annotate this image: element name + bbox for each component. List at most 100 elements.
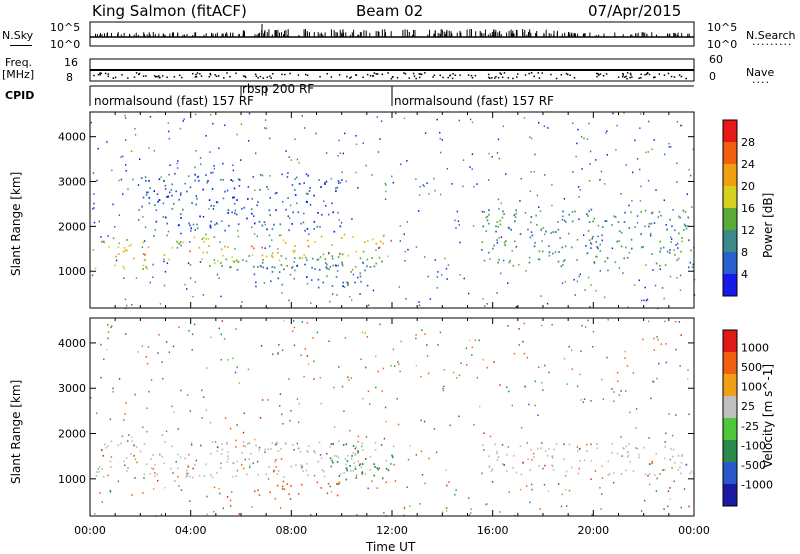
speckle-cell (378, 467, 381, 470)
speckle-cell (580, 135, 583, 138)
echo-cell (640, 233, 642, 236)
speckle-cell (185, 288, 188, 290)
speckle-cell (506, 386, 508, 389)
speckle-cell (415, 337, 417, 340)
echo-cell (660, 247, 662, 250)
freq-noise-dot (449, 74, 451, 77)
freq-noise-dot (418, 76, 421, 79)
echo-cell (382, 235, 385, 237)
speckle-cell (693, 278, 696, 281)
power-colorbar-tick: 8 (741, 246, 748, 259)
echo-cell (298, 182, 301, 185)
freq-noise-dot (284, 73, 286, 76)
speckle-cell (636, 222, 639, 224)
echo-cell (233, 461, 235, 464)
echo-cell (648, 472, 651, 475)
speckle-cell (568, 345, 570, 348)
freq-noise-dot (622, 75, 624, 78)
speckle-cell (468, 514, 471, 516)
freq-noise-dot (272, 72, 274, 75)
ytick-label: 2000 (58, 428, 86, 441)
echo-cell (210, 226, 212, 229)
speckle-cell (676, 162, 678, 165)
speckle-cell (437, 344, 439, 346)
speckle-cell (620, 390, 622, 392)
freq-noise-dot (191, 72, 194, 75)
echo-cell (306, 201, 309, 203)
xtick-label: 00:00 (678, 524, 710, 537)
freq-noise-dot (640, 73, 642, 76)
echo-cell (507, 226, 510, 229)
speckle-cell (500, 202, 502, 205)
echo-cell (277, 470, 280, 472)
echo-cell (576, 450, 579, 452)
speckle-cell (177, 160, 179, 162)
speckle-cell (560, 505, 563, 508)
echo-cell (599, 243, 602, 246)
speckle-cell (90, 121, 93, 124)
echo-cell (632, 470, 635, 472)
speckle-cell (469, 166, 471, 168)
echo-cell (538, 258, 541, 261)
echo-cell (314, 451, 316, 454)
echo-cell (233, 260, 236, 263)
freq-noise-dot (156, 75, 158, 78)
echo-cell (233, 196, 235, 199)
echo-cell (251, 212, 253, 215)
echo-cell (310, 279, 313, 282)
speckle-cell (472, 225, 475, 227)
echo-cell (154, 463, 156, 466)
freq-noise-dot (640, 77, 642, 79)
speckle-cell (115, 259, 118, 262)
echo-cell (485, 216, 488, 219)
speckle-cell (218, 277, 220, 280)
speckle-cell (385, 420, 387, 423)
echo-cell (347, 454, 349, 457)
speckle-cell (331, 293, 334, 295)
speckle-cell (322, 253, 325, 256)
speckle-cell (654, 284, 657, 287)
freq-noise-dot (631, 76, 633, 78)
echo-cell (503, 464, 506, 466)
speckle-cell (620, 193, 622, 195)
speckle-cell (354, 281, 356, 284)
echo-cell (364, 473, 367, 476)
echo-cell (640, 246, 643, 249)
echo-cell (271, 228, 274, 231)
freq-noise-dot (208, 75, 211, 78)
speckle-cell (194, 113, 197, 116)
echo-cell (323, 470, 325, 473)
speckle-cell (434, 189, 436, 192)
speckle-cell (361, 471, 363, 474)
echo-cell (565, 221, 567, 224)
speckle-cell (418, 194, 421, 196)
speckle-cell (266, 267, 268, 269)
echo-cell (487, 251, 490, 254)
echo-cell (142, 268, 145, 270)
speckle-cell (591, 513, 593, 516)
speckle-cell (651, 380, 654, 383)
echo-cell (102, 475, 105, 478)
echo-cell (367, 240, 369, 242)
speckle-cell (333, 426, 336, 428)
echo-cell (590, 242, 593, 245)
echo-cell (586, 252, 589, 255)
speckle-cell (365, 436, 368, 438)
echo-cell (506, 453, 509, 456)
echo-cell (341, 264, 344, 267)
echo-cell (317, 286, 320, 289)
echo-cell (146, 463, 148, 466)
speckle-cell (588, 122, 590, 125)
echo-cell (170, 188, 173, 191)
echo-cell (535, 214, 537, 217)
nsky-strip (89, 21, 695, 47)
echo-cell (341, 263, 344, 265)
speckle-cell (220, 295, 222, 298)
echo-cell (684, 211, 687, 213)
speckle-cell (371, 174, 373, 176)
speckle-cell (263, 282, 266, 284)
freq-noise-dot (195, 73, 197, 76)
echo-cell (248, 458, 250, 461)
echo-cell (306, 276, 308, 278)
echo-cell (273, 223, 275, 226)
